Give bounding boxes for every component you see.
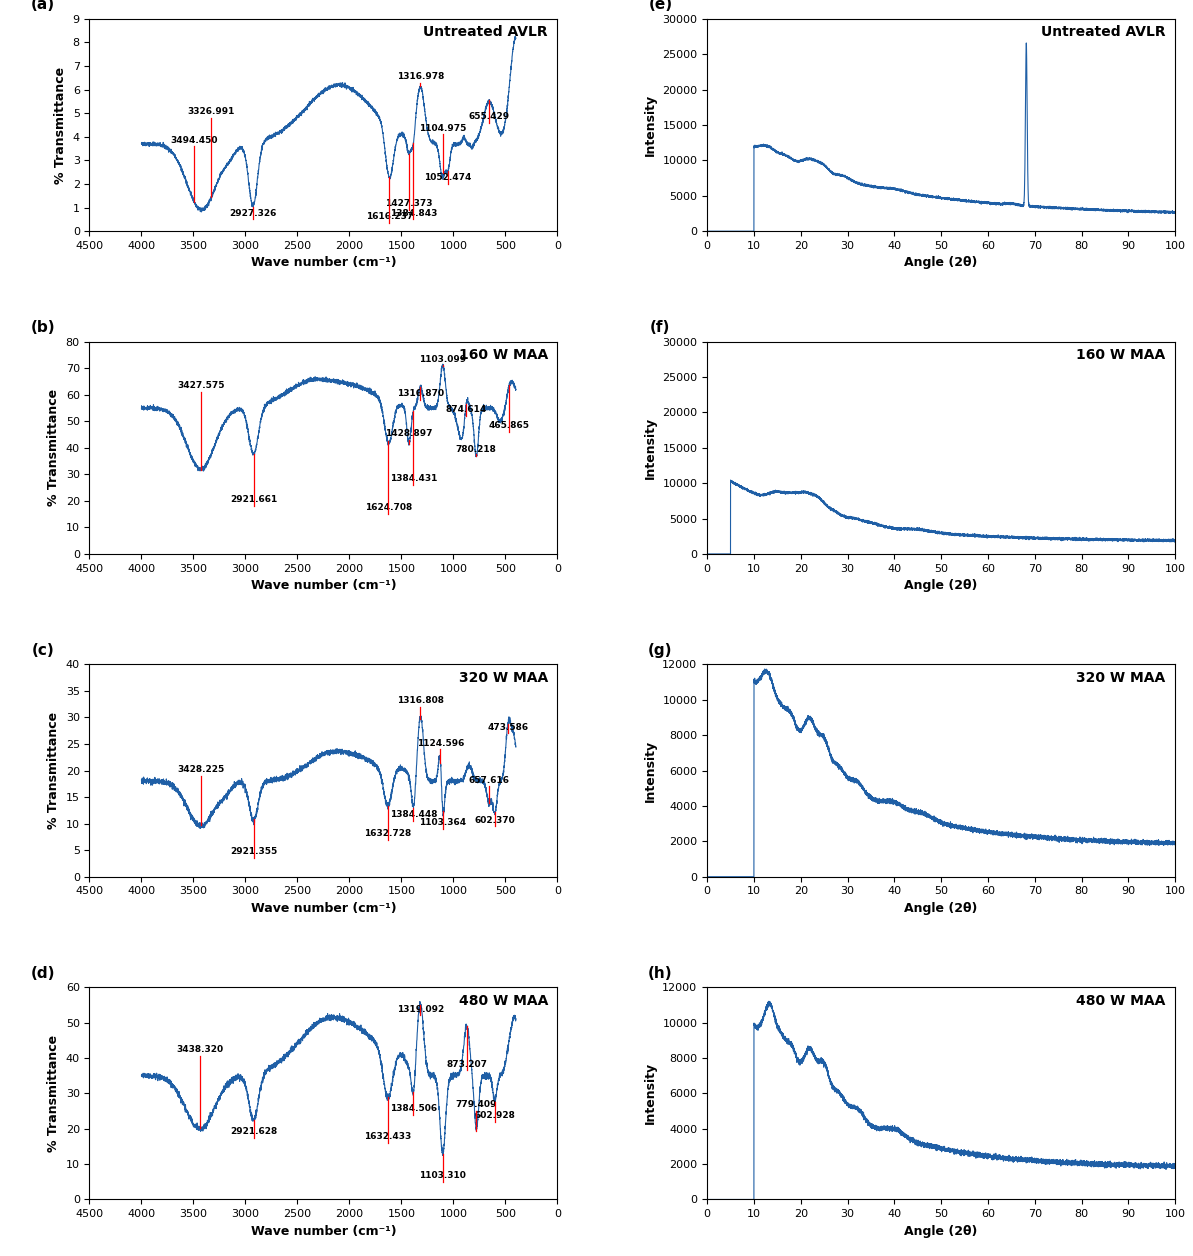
Text: (h): (h) (648, 966, 673, 981)
Text: 480 W MAA: 480 W MAA (458, 993, 548, 1007)
Y-axis label: % Transmittance: % Transmittance (54, 67, 67, 183)
X-axis label: Wave number (cm⁻¹): Wave number (cm⁻¹) (251, 579, 396, 593)
Text: 1052.474: 1052.474 (425, 173, 471, 182)
Text: 1428.897: 1428.897 (385, 430, 433, 438)
Text: 873.207: 873.207 (446, 1060, 487, 1069)
Text: (e): (e) (648, 0, 673, 13)
Text: 780.218: 780.218 (456, 445, 496, 453)
Y-axis label: Intensity: Intensity (644, 417, 657, 479)
X-axis label: Angle (2θ): Angle (2θ) (904, 1225, 978, 1237)
Text: 1316.870: 1316.870 (397, 389, 444, 398)
Text: 1316.808: 1316.808 (397, 696, 444, 705)
X-axis label: Angle (2θ): Angle (2θ) (904, 256, 978, 270)
X-axis label: Angle (2θ): Angle (2θ) (904, 902, 978, 914)
Text: 1632.433: 1632.433 (364, 1132, 412, 1142)
X-axis label: Wave number (cm⁻¹): Wave number (cm⁻¹) (251, 902, 396, 914)
Y-axis label: % Transmittance: % Transmittance (47, 389, 60, 506)
Text: 1316.978: 1316.978 (397, 72, 444, 80)
X-axis label: Angle (2θ): Angle (2θ) (904, 579, 978, 593)
Text: 2927.326: 2927.326 (229, 208, 277, 217)
Text: Untreated AVLR: Untreated AVLR (424, 25, 548, 39)
Y-axis label: Intensity: Intensity (644, 94, 657, 156)
Text: 1103.364: 1103.364 (419, 818, 466, 828)
Text: 1103.310: 1103.310 (419, 1171, 466, 1181)
Text: 874.614: 874.614 (446, 406, 487, 414)
Text: (f): (f) (650, 320, 670, 335)
Text: 1103.099: 1103.099 (419, 354, 466, 364)
Text: 1124.596: 1124.596 (416, 739, 464, 747)
Text: (g): (g) (648, 643, 673, 658)
Text: 320 W MAA: 320 W MAA (459, 671, 548, 685)
Text: 3438.320: 3438.320 (177, 1045, 223, 1055)
Text: 2921.628: 2921.628 (230, 1127, 277, 1135)
X-axis label: Wave number (cm⁻¹): Wave number (cm⁻¹) (251, 1225, 396, 1237)
Text: 1384.506: 1384.506 (390, 1104, 437, 1113)
Text: 3428.225: 3428.225 (178, 765, 224, 774)
X-axis label: Wave number (cm⁻¹): Wave number (cm⁻¹) (251, 256, 396, 270)
Text: (b): (b) (30, 320, 55, 335)
Text: (a): (a) (31, 0, 55, 13)
Text: 779.409: 779.409 (456, 1100, 497, 1109)
Text: 1384.448: 1384.448 (390, 810, 437, 819)
Text: 602.928: 602.928 (475, 1110, 515, 1120)
Y-axis label: % Transmittance: % Transmittance (47, 1035, 60, 1152)
Text: 320 W MAA: 320 W MAA (1076, 671, 1166, 685)
Text: 3427.575: 3427.575 (178, 382, 224, 391)
Text: 657.616: 657.616 (469, 776, 509, 785)
Text: 160 W MAA: 160 W MAA (459, 348, 548, 362)
Y-axis label: % Transmittance: % Transmittance (47, 712, 60, 829)
Text: 1616.237: 1616.237 (366, 212, 413, 221)
Text: 602.370: 602.370 (475, 815, 515, 825)
Text: 1624.708: 1624.708 (365, 504, 412, 512)
Text: 473.586: 473.586 (488, 722, 528, 732)
Text: 3326.991: 3326.991 (187, 107, 235, 117)
Y-axis label: Intensity: Intensity (644, 740, 657, 801)
Text: 1632.728: 1632.728 (364, 829, 412, 838)
Text: (c): (c) (31, 643, 54, 658)
Text: 1104.975: 1104.975 (419, 124, 466, 133)
Text: 1384.843: 1384.843 (390, 208, 437, 217)
Text: 655.429: 655.429 (469, 112, 509, 121)
Text: 2921.355: 2921.355 (230, 848, 277, 857)
Text: 3494.450: 3494.450 (171, 136, 218, 144)
Text: 160 W MAA: 160 W MAA (1076, 348, 1166, 362)
Text: 480 W MAA: 480 W MAA (1076, 993, 1166, 1007)
Text: 465.865: 465.865 (488, 421, 530, 430)
Y-axis label: Intensity: Intensity (644, 1063, 657, 1124)
Text: 1384.431: 1384.431 (390, 475, 437, 484)
Text: 1427.373: 1427.373 (385, 200, 433, 208)
Text: Untreated AVLR: Untreated AVLR (1041, 25, 1166, 39)
Text: 2921.661: 2921.661 (230, 495, 277, 505)
Text: (d): (d) (31, 966, 55, 981)
Text: 1319.092: 1319.092 (396, 1005, 444, 1014)
